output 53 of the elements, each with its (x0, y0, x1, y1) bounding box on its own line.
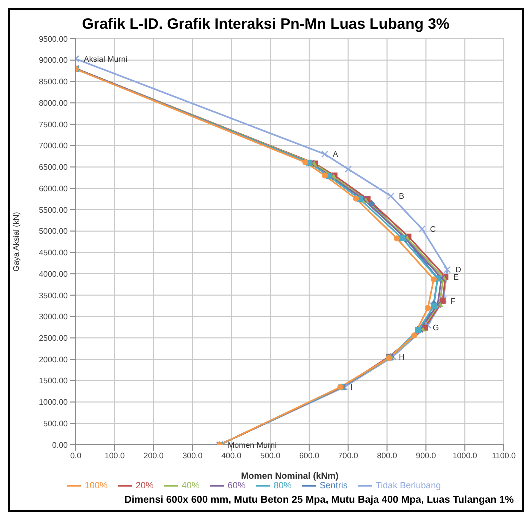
legend-label: 100% (84, 480, 108, 490)
x-tick-label: 900.0 (416, 452, 437, 461)
y-tick-label: 4500.00 (39, 248, 69, 258)
text: Dimensi 600x 600 mm, Mutu Beton 25 Mpa, Mutu Baja 400 Mpa, Luas Tulangan 1% (124, 495, 514, 506)
legend-label: 60% (228, 480, 246, 490)
y-tick-label: 8000.00 (39, 98, 69, 108)
chart-title: Grafik L-ID. Grafik Interaksi Pn-Mn Luas Lubang 3% (81, 16, 451, 33)
legend-label: 20% (136, 480, 154, 490)
y-tick-label: 5500.00 (39, 206, 69, 215)
y-tick-label: 7000.00 (39, 142, 69, 151)
x-tick-label: 600.0 (299, 452, 320, 461)
y-tick-label: 6000.00 (39, 184, 69, 194)
x-tick-label: 1100.0 (492, 452, 516, 461)
y-tick-label: 7500.00 (39, 120, 69, 130)
y-tick-label: 4000.00 (39, 270, 69, 279)
annotation: D (456, 266, 462, 275)
legend-label: 80% (274, 480, 292, 490)
y-tick-label: 6500.00 (39, 163, 69, 172)
annotation: E (454, 272, 459, 282)
y-tick-label: 0.00 (52, 440, 69, 450)
y-tick-label: 2500.00 (39, 334, 69, 343)
annotation: A (333, 150, 340, 160)
x-tick-label: 800.0 (377, 452, 398, 461)
x-tick-label: 400.0 (222, 452, 242, 461)
x-tick-label: 700.0 (338, 452, 359, 461)
annotation: H (399, 353, 406, 362)
annotation: I (350, 383, 353, 392)
legend-label: Sentris (320, 480, 348, 490)
y-tick-label: 2000.00 (39, 355, 69, 364)
legend-label: 40% (182, 480, 200, 490)
x-tick-label: 0.0 (70, 452, 82, 461)
annotation: Aksial Murni (84, 54, 128, 64)
annotation: C (430, 225, 436, 234)
y-tick-label: 1500.00 (39, 376, 69, 386)
y-tick-label: 1000.00 (39, 398, 69, 408)
y-tick-label: 500.00 (44, 419, 69, 428)
y-tick-label: 9000.00 (39, 56, 69, 66)
y-tick-label: 3000.00 (39, 312, 69, 322)
x-tick-label: 100.0 (104, 452, 126, 461)
y-tick-label: 5000.00 (39, 227, 69, 236)
x-axis-title: Momen Nominal (kNm) (241, 471, 339, 481)
legend-label: Tidak Berlubang (376, 480, 442, 490)
y-tick-label: 9500.00 (39, 34, 69, 44)
x-tick-label: 200.0 (144, 452, 164, 461)
annotation: B (399, 192, 405, 202)
annotation: F (450, 296, 456, 306)
y-axis-title: Gaya Aksial (kN) (12, 212, 21, 272)
y-tick-label: 3500.00 (39, 291, 69, 300)
x-tick-label: 1000.0 (452, 452, 478, 461)
annotation: G (433, 324, 440, 333)
y-tick-label: 8500.00 (39, 78, 69, 87)
x-tick-label: 300.0 (182, 452, 204, 461)
x-tick-label: 500.0 (260, 452, 282, 461)
